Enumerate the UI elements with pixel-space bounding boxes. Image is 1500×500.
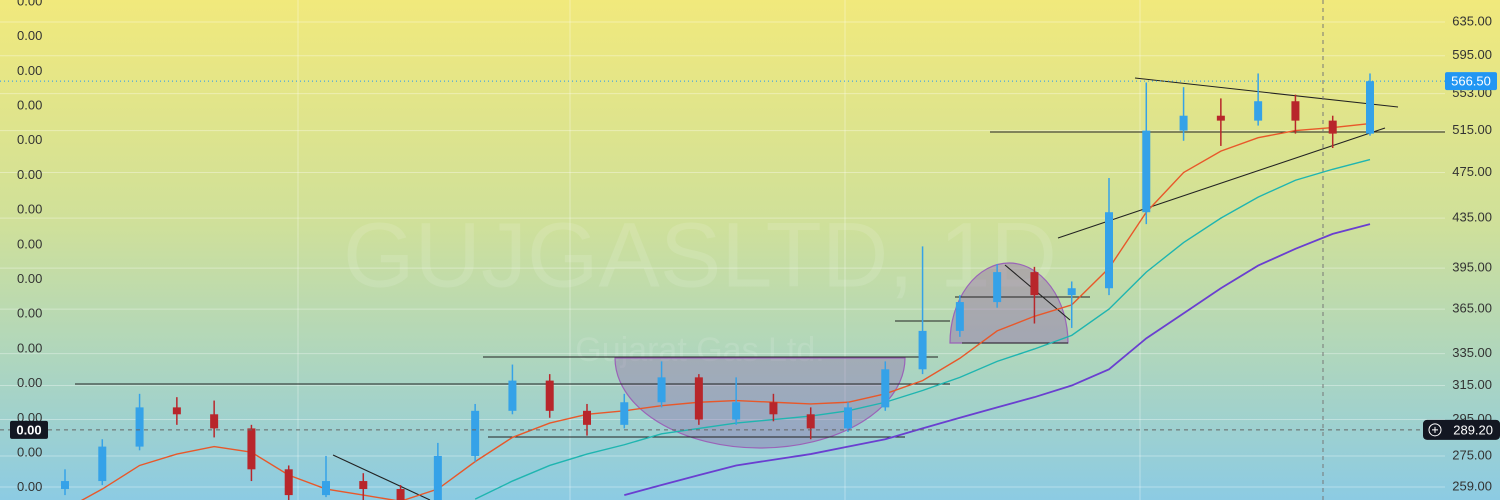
candle-body — [732, 402, 741, 420]
candle-body — [247, 428, 256, 470]
left-axis-label: 0.00 — [17, 236, 42, 251]
candle-body — [1179, 115, 1188, 131]
left-axis-label: 0.00 — [17, 0, 42, 8]
candle-body — [396, 489, 405, 500]
watermark-subtitle: Gujarat Gas Ltd. — [575, 331, 824, 369]
last-price-label: 566.50 — [1451, 74, 1491, 89]
y-tick-label: 315.00 — [1452, 377, 1492, 392]
y-tick-label: 275.00 — [1452, 447, 1492, 462]
candle-body — [694, 377, 703, 420]
candle-body — [1216, 115, 1225, 121]
trend-line — [332, 454, 431, 500]
trend-line — [1134, 77, 1399, 108]
watermark: GUJGASLTD, 1D — [343, 204, 1057, 306]
candle-body — [433, 455, 442, 500]
left-axis-label: 0.00 — [17, 28, 42, 43]
y-tick-label: 635.00 — [1452, 13, 1492, 28]
crosshair-plus-icon — [1428, 423, 1442, 437]
moving-average — [624, 223, 1371, 496]
candle-body — [172, 407, 181, 415]
candle-body — [806, 414, 815, 429]
left-axis-label: 0.00 — [17, 375, 42, 390]
candle-body — [135, 407, 144, 447]
candle-body — [508, 380, 517, 411]
candle-body — [359, 481, 368, 490]
candle-body — [1291, 101, 1300, 121]
crosshair-left-box — [10, 420, 48, 439]
candle-body — [98, 446, 107, 482]
candle-body — [1030, 272, 1039, 296]
crosshair-plus-icon — [1432, 426, 1438, 433]
candle-body — [210, 414, 219, 429]
left-axis-label: 0.00 — [17, 271, 42, 286]
left-axis-label: 0.00 — [17, 340, 42, 355]
left-axis-label: 0.00 — [17, 63, 42, 78]
candle-body — [955, 302, 964, 331]
candle-body — [545, 380, 554, 411]
moving-average — [474, 158, 1371, 500]
candle-body — [1328, 120, 1337, 134]
left-axis-label: 0.00 — [17, 479, 42, 494]
candle-body — [1366, 81, 1374, 134]
series-layer — [0, 73, 1445, 500]
left-axis-label: 0.00 — [17, 167, 42, 182]
y-tick-label: 395.00 — [1452, 260, 1492, 275]
candle-body — [1254, 101, 1263, 121]
left-axis-label: 0.00 — [17, 202, 42, 217]
crosshair-left-label: 0.00 — [16, 422, 41, 437]
y-tick-label: 259.00 — [1452, 478, 1492, 493]
moving-average — [80, 122, 1371, 500]
left-axis-label: 0.00 — [17, 132, 42, 147]
candle-body — [657, 377, 666, 403]
candle-body — [471, 410, 480, 456]
candle-body — [583, 410, 591, 425]
left-axis-label: 0.00 — [17, 98, 42, 113]
grid — [0, 0, 1445, 500]
candle-body — [844, 407, 852, 429]
axis-layer: 635.00595.00553.00515.00475.00435.00395.… — [10, 0, 1500, 494]
left-axis-label: 0.00 — [17, 445, 42, 460]
candle-body — [284, 469, 293, 496]
candle-body — [1105, 212, 1113, 289]
candle-body — [993, 272, 1002, 303]
left-axis-label: 0.00 — [17, 306, 42, 321]
candle-body — [1067, 288, 1076, 296]
y-tick-label: 475.00 — [1452, 164, 1492, 179]
crosshair-price-box — [1423, 419, 1500, 440]
y-tick-label: 335.00 — [1452, 345, 1492, 360]
candle-body — [881, 369, 890, 408]
y-tick-label: 435.00 — [1452, 210, 1492, 225]
candle-body — [769, 402, 778, 415]
candle-body — [61, 481, 69, 490]
y-tick-label: 515.00 — [1452, 122, 1492, 137]
candle-body — [620, 402, 629, 425]
crosshair-price-label: 289.20 — [1453, 422, 1493, 437]
candle-body — [322, 481, 330, 496]
cup-arc — [614, 357, 906, 449]
candle-body — [1142, 130, 1151, 213]
last-price-box — [1445, 72, 1497, 91]
y-tick-label: 595.00 — [1452, 47, 1492, 62]
y-tick-label: 365.00 — [1452, 301, 1492, 316]
candle-body — [918, 330, 927, 370]
